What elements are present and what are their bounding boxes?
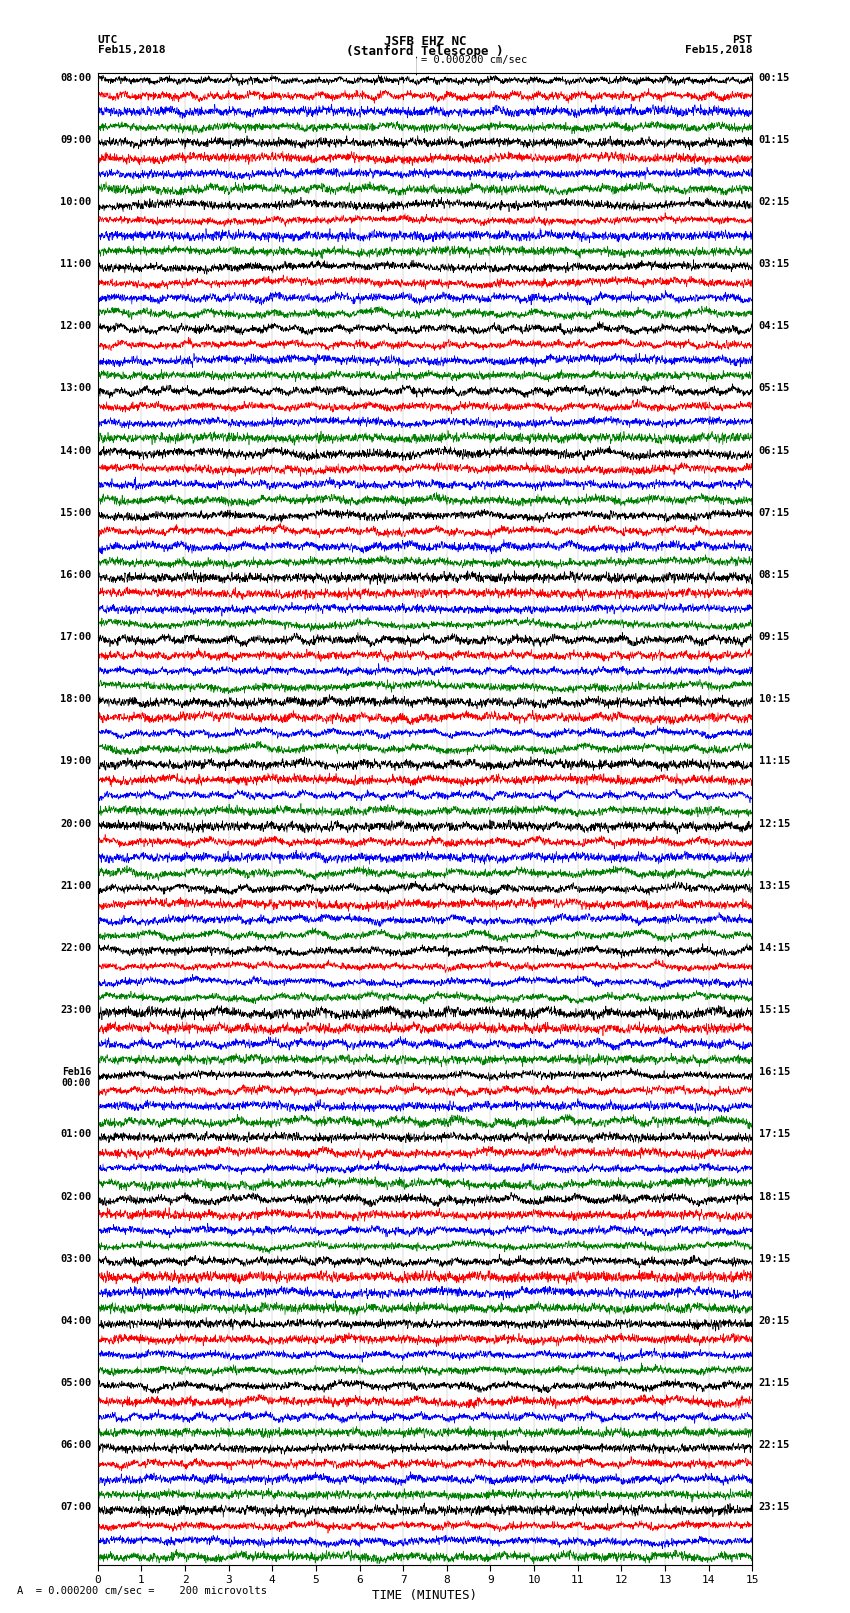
Text: 08:00: 08:00 [60, 73, 91, 82]
Text: 00:15: 00:15 [759, 73, 790, 82]
Text: 20:15: 20:15 [759, 1316, 790, 1326]
Text: JSFB EHZ NC: JSFB EHZ NC [383, 35, 467, 48]
Text: 10:00: 10:00 [60, 197, 91, 206]
Text: = 0.000200 cm/sec: = 0.000200 cm/sec [421, 55, 527, 65]
Text: 10:15: 10:15 [759, 694, 790, 705]
Text: 19:00: 19:00 [60, 756, 91, 766]
Text: 03:15: 03:15 [759, 260, 790, 269]
Text: 12:00: 12:00 [60, 321, 91, 331]
Text: 04:15: 04:15 [759, 321, 790, 331]
Text: 17:00: 17:00 [60, 632, 91, 642]
Text: Feb16: Feb16 [62, 1068, 91, 1077]
Text: 23:15: 23:15 [759, 1502, 790, 1513]
Text: 03:00: 03:00 [60, 1253, 91, 1263]
Text: UTC: UTC [98, 35, 118, 45]
Text: 04:00: 04:00 [60, 1316, 91, 1326]
Text: 05:00: 05:00 [60, 1378, 91, 1389]
Text: 07:15: 07:15 [759, 508, 790, 518]
Text: 09:15: 09:15 [759, 632, 790, 642]
Text: 09:00: 09:00 [60, 135, 91, 145]
Text: 11:15: 11:15 [759, 756, 790, 766]
Text: 17:15: 17:15 [759, 1129, 790, 1139]
Text: 15:00: 15:00 [60, 508, 91, 518]
Text: 16:15: 16:15 [759, 1068, 790, 1077]
Text: 07:00: 07:00 [60, 1502, 91, 1513]
Text: 01:15: 01:15 [759, 135, 790, 145]
Text: 21:15: 21:15 [759, 1378, 790, 1389]
Text: 23:00: 23:00 [60, 1005, 91, 1015]
Text: 06:00: 06:00 [60, 1440, 91, 1450]
Text: PST: PST [732, 35, 752, 45]
Text: 13:15: 13:15 [759, 881, 790, 890]
Text: 21:00: 21:00 [60, 881, 91, 890]
Text: 02:15: 02:15 [759, 197, 790, 206]
Text: Feb15,2018: Feb15,2018 [685, 45, 752, 55]
Text: 22:00: 22:00 [60, 944, 91, 953]
Text: 12:15: 12:15 [759, 819, 790, 829]
Text: 14:00: 14:00 [60, 445, 91, 455]
Text: 00:00: 00:00 [62, 1077, 91, 1087]
Text: 16:00: 16:00 [60, 569, 91, 581]
Text: 08:15: 08:15 [759, 569, 790, 581]
Text: 18:15: 18:15 [759, 1192, 790, 1202]
Text: 13:00: 13:00 [60, 384, 91, 394]
Text: (Stanford Telescope ): (Stanford Telescope ) [346, 45, 504, 58]
Text: 05:15: 05:15 [759, 384, 790, 394]
Text: Feb15,2018: Feb15,2018 [98, 45, 165, 55]
Text: 22:15: 22:15 [759, 1440, 790, 1450]
Text: 14:15: 14:15 [759, 944, 790, 953]
Text: 18:00: 18:00 [60, 694, 91, 705]
Text: 11:00: 11:00 [60, 260, 91, 269]
Text: A  = 0.000200 cm/sec =    200 microvolts: A = 0.000200 cm/sec = 200 microvolts [17, 1586, 267, 1595]
Text: 19:15: 19:15 [759, 1253, 790, 1263]
Text: 01:00: 01:00 [60, 1129, 91, 1139]
Text: 06:15: 06:15 [759, 445, 790, 455]
Text: 02:00: 02:00 [60, 1192, 91, 1202]
Text: 20:00: 20:00 [60, 819, 91, 829]
Text: 15:15: 15:15 [759, 1005, 790, 1015]
X-axis label: TIME (MINUTES): TIME (MINUTES) [372, 1589, 478, 1602]
